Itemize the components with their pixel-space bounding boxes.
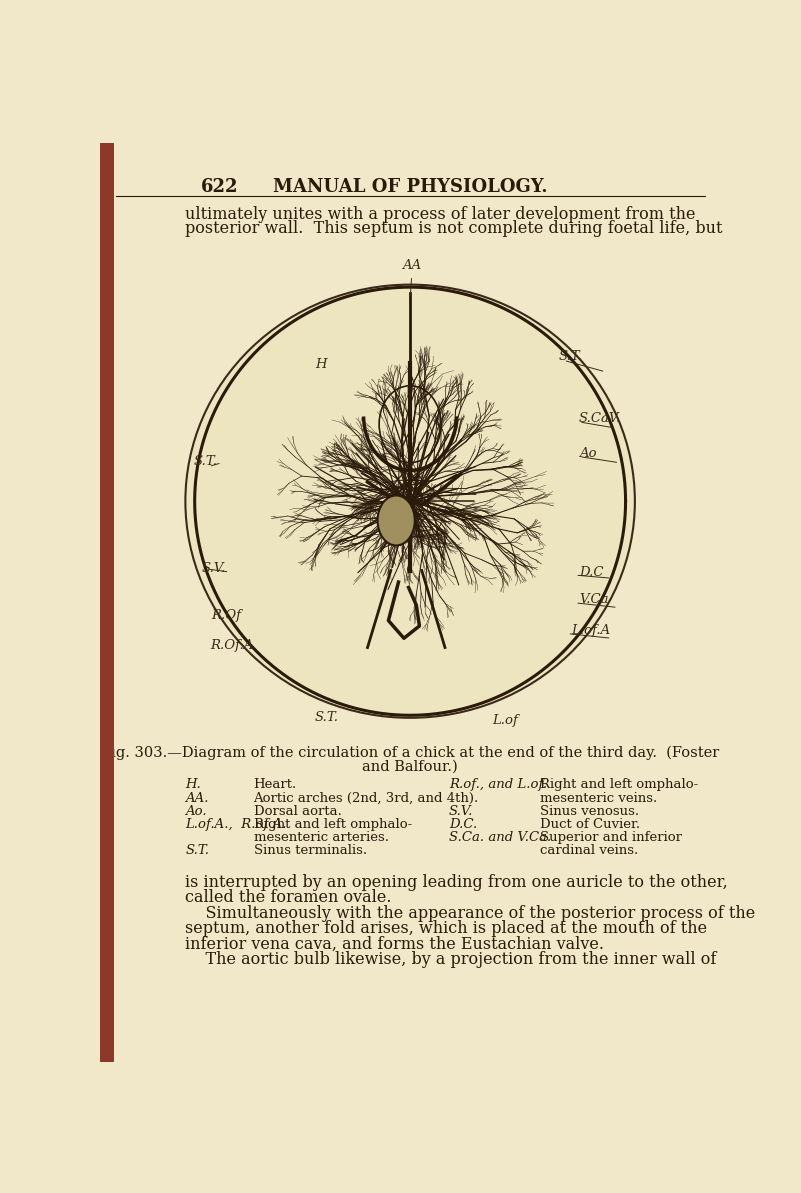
- Text: V.Ca: V.Ca: [579, 593, 609, 606]
- Ellipse shape: [377, 495, 415, 545]
- Text: Sinus terminalis.: Sinus terminalis.: [254, 843, 367, 857]
- Text: H: H: [316, 358, 327, 371]
- Text: mesenteric arteries.: mesenteric arteries.: [254, 830, 388, 843]
- Text: S.T.: S.T.: [559, 350, 583, 363]
- Text: S.T.: S.T.: [315, 711, 339, 724]
- Text: R.of., and L.of.: R.of., and L.of.: [449, 778, 547, 791]
- Text: Aortic arches (2nd, 3rd, and 4th).: Aortic arches (2nd, 3rd, and 4th).: [254, 791, 479, 804]
- Text: L.of.A.,  R.of A.: L.of.A., R.of A.: [185, 817, 287, 830]
- Bar: [100, 143, 114, 1062]
- Text: Heart.: Heart.: [254, 778, 297, 791]
- Text: called the foramen ovale.: called the foramen ovale.: [185, 889, 392, 907]
- Text: AA: AA: [402, 259, 421, 272]
- Text: Simultaneously with the appearance of the posterior process of the: Simultaneously with the appearance of th…: [185, 904, 755, 922]
- Text: Sinus venosus.: Sinus venosus.: [541, 804, 639, 817]
- Text: is interrupted by an opening leading from one auricle to the other,: is interrupted by an opening leading fro…: [185, 874, 728, 891]
- Ellipse shape: [185, 285, 635, 718]
- Text: L.of: L.of: [492, 713, 517, 727]
- Text: Duct of Cuvier.: Duct of Cuvier.: [541, 817, 641, 830]
- Text: Dorsal aorta.: Dorsal aorta.: [254, 804, 341, 817]
- Text: septum, another fold arises, which is placed at the mouth of the: septum, another fold arises, which is pl…: [185, 920, 707, 937]
- Text: inferior vena cava, and forms the Eustachian valve.: inferior vena cava, and forms the Eustac…: [185, 935, 605, 952]
- Text: The aortic bulb likewise, by a projection from the inner wall of: The aortic bulb likewise, by a projectio…: [185, 951, 717, 968]
- Text: S.CaV.: S.CaV.: [579, 412, 622, 425]
- Text: S.T.: S.T.: [185, 843, 209, 857]
- Text: S.V.: S.V.: [449, 804, 473, 817]
- Text: D.C: D.C: [579, 565, 604, 579]
- Text: and Balfour.): and Balfour.): [362, 759, 458, 773]
- Text: 622: 622: [201, 178, 239, 196]
- Text: cardinal veins.: cardinal veins.: [541, 843, 638, 857]
- Text: H.: H.: [185, 778, 201, 791]
- Text: Superior and inferior: Superior and inferior: [541, 830, 682, 843]
- Text: Ao: Ao: [579, 447, 597, 460]
- Text: Right and left omphalo-: Right and left omphalo-: [541, 778, 698, 791]
- Text: posterior wall.  This septum is not complete during foetal life, but: posterior wall. This septum is not compl…: [185, 221, 723, 237]
- Text: Fig. 303.—Diagram of the circulation of a chick at the end of the third day.  (F: Fig. 303.—Diagram of the circulation of …: [101, 746, 719, 760]
- Text: Ao.: Ao.: [185, 804, 207, 817]
- Text: Right and left omphalo-: Right and left omphalo-: [254, 817, 412, 830]
- Text: L.of.A: L.of.A: [571, 624, 610, 637]
- Text: S.Ca. and V.Ca.: S.Ca. and V.Ca.: [449, 830, 551, 843]
- Text: D.C.: D.C.: [449, 817, 477, 830]
- Text: S.T.: S.T.: [194, 455, 218, 468]
- Text: MANUAL OF PHYSIOLOGY.: MANUAL OF PHYSIOLOGY.: [273, 178, 547, 196]
- Text: S.V.: S.V.: [201, 562, 226, 575]
- Text: R.Of: R.Of: [211, 608, 241, 622]
- Text: R.Of.A: R.Of.A: [210, 639, 254, 653]
- Text: mesenteric veins.: mesenteric veins.: [541, 791, 658, 804]
- Text: ultimately unites with a process of later development from the: ultimately unites with a process of late…: [185, 206, 696, 223]
- Text: AA.: AA.: [185, 791, 209, 804]
